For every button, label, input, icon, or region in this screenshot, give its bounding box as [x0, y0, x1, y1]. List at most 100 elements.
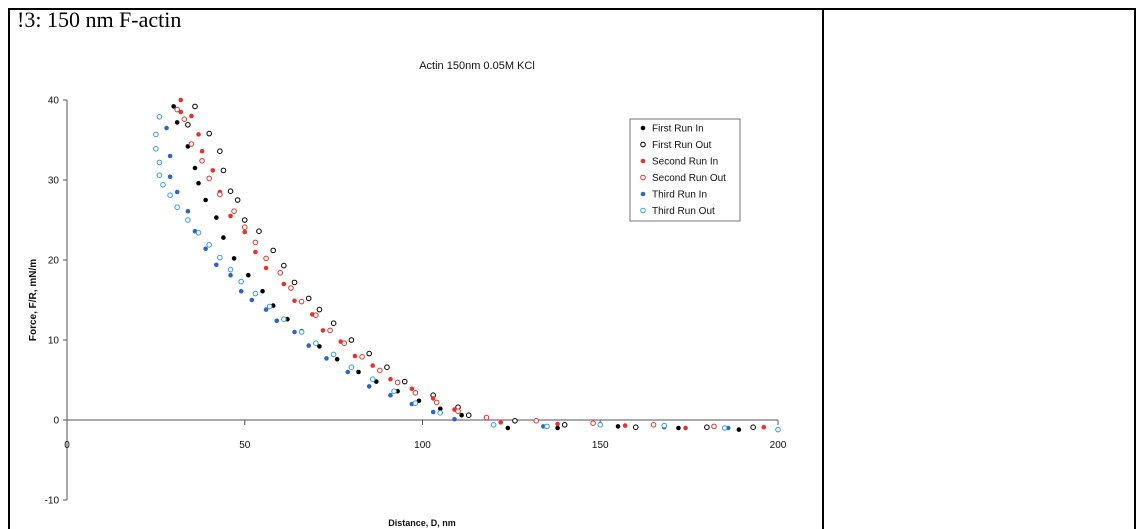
legend-marker	[640, 191, 646, 197]
data-point	[203, 197, 208, 203]
data-point	[160, 182, 166, 188]
data-point	[512, 418, 518, 424]
data-point	[622, 423, 628, 428]
data-point	[203, 246, 208, 252]
data-point	[291, 279, 298, 286]
data-point	[196, 180, 201, 186]
y-axis-label: Force, F/R, mN/m	[28, 259, 39, 341]
data-point	[266, 303, 273, 310]
chart-marks	[153, 97, 781, 433]
data-point	[465, 412, 472, 419]
data-point	[391, 388, 397, 395]
y-tick-label: 30	[48, 176, 60, 187]
data-point	[217, 191, 223, 198]
data-point	[305, 295, 312, 302]
data-point	[214, 215, 219, 220]
data-point	[263, 255, 269, 262]
data-point	[174, 120, 180, 125]
data-point	[210, 168, 216, 173]
data-point	[298, 329, 305, 335]
data-point	[490, 422, 497, 428]
data-point	[156, 159, 163, 166]
data-point	[217, 254, 223, 261]
data-point	[242, 229, 248, 235]
data-point	[192, 165, 198, 171]
data-point	[174, 106, 181, 113]
data-point	[377, 367, 383, 374]
data-point	[167, 153, 173, 159]
data-point	[412, 400, 419, 407]
data-point	[217, 148, 223, 154]
data-point	[348, 337, 355, 343]
data-point	[238, 288, 244, 294]
data-point	[683, 425, 688, 431]
data-point	[661, 422, 668, 429]
data-point	[348, 364, 355, 371]
data-point	[352, 353, 358, 359]
data-point	[156, 172, 163, 178]
data-point	[228, 272, 233, 278]
data-point	[452, 416, 457, 422]
data-point	[437, 410, 444, 416]
data-point	[633, 424, 639, 431]
data-point	[359, 354, 365, 360]
data-point	[597, 422, 604, 428]
chart-title: Actin 150nm 0.05M KCl	[419, 60, 535, 72]
data-point	[227, 266, 234, 273]
data-point	[164, 125, 169, 131]
data-point	[555, 425, 560, 431]
data-point	[341, 340, 348, 347]
legend-label: Second Run Out	[652, 173, 726, 184]
y-tick-label: 0	[53, 416, 59, 427]
data-point	[181, 116, 188, 122]
document-frame	[8, 8, 1136, 529]
chart-area: Actin 150nm 0.05M KCl Force, F/R, mN/m D…	[28, 60, 787, 528]
data-point	[401, 378, 408, 385]
x-tick-label: 0	[64, 440, 70, 451]
data-point	[188, 141, 195, 147]
data-point	[167, 174, 173, 180]
data-point	[241, 224, 248, 230]
data-point	[561, 422, 568, 428]
data-point	[199, 148, 205, 154]
x-tick-label: 200	[770, 440, 787, 451]
data-point	[721, 425, 728, 431]
x-tick-label: 50	[239, 440, 251, 451]
data-point	[199, 158, 205, 164]
data-point	[221, 235, 226, 240]
x-tick-label: 100	[414, 440, 431, 451]
legend-label: Third Run In	[652, 190, 707, 201]
data-point	[196, 132, 201, 137]
data-point	[231, 256, 237, 261]
data-point	[483, 414, 490, 421]
data-point	[281, 281, 287, 287]
data-point	[775, 426, 781, 433]
data-point	[178, 97, 184, 103]
data-point	[459, 412, 464, 418]
data-point	[317, 344, 322, 349]
data-point	[206, 242, 212, 248]
data-point	[505, 425, 511, 431]
data-point	[256, 228, 262, 234]
y-tick-label: -10	[45, 496, 60, 507]
data-point	[206, 175, 212, 182]
data-point	[590, 420, 596, 427]
legend-label: Second Run In	[652, 157, 718, 168]
data-point	[615, 424, 621, 429]
legend-marker	[640, 174, 646, 181]
series-4	[174, 106, 717, 430]
data-point	[366, 350, 372, 357]
legend-label: Third Run Out	[652, 206, 715, 217]
chart-axes: -10 0 10 20 30 40 0 50 100 150 200	[45, 96, 787, 507]
data-point	[195, 230, 202, 236]
data-point	[238, 278, 244, 285]
data-point	[324, 356, 329, 361]
data-point	[185, 122, 191, 128]
data-point	[394, 379, 401, 386]
data-point	[327, 327, 333, 334]
data-point	[345, 369, 351, 375]
document-heading: !3: 150 nm F-actin	[17, 7, 182, 32]
data-point	[388, 392, 393, 398]
data-point	[252, 239, 259, 246]
data-point	[430, 409, 436, 415]
